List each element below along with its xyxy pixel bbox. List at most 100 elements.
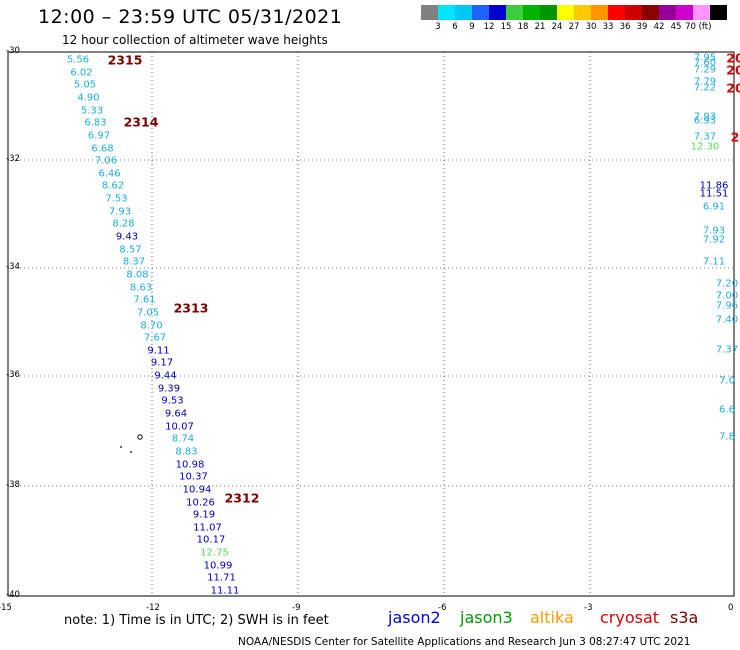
swh-label: 7.20: [715, 278, 739, 290]
colorbar-tick-label: 18: [517, 22, 529, 32]
colorbar-tick-label: 9: [469, 22, 475, 32]
swh-label: 11.07: [193, 522, 222, 534]
swh-label: 10.98: [175, 459, 205, 471]
swh-label: 9.43: [115, 231, 139, 243]
footer-credit: NOAA/NESDIS Center for Satellite Applica…: [238, 636, 691, 648]
swh-label: 5.05: [73, 79, 97, 91]
x-tick-label: -6: [438, 603, 447, 613]
swh-label: 7.96: [715, 300, 739, 312]
swh-label: 6.02: [70, 67, 93, 79]
swh-label: 11.11: [210, 585, 240, 597]
swh-label: 5.56: [66, 54, 90, 66]
colorbar-tick-label: 39: [636, 22, 648, 32]
swh-label: 7.8: [719, 431, 735, 443]
swh-label: 7.37: [693, 131, 717, 143]
colorbar-swatch: [625, 5, 642, 20]
map-subtitle: 12 hour collection of altimeter wave hei…: [62, 33, 328, 47]
colorbar-swatch: [489, 5, 506, 20]
swh-label: 7.93: [693, 111, 717, 123]
y-tick-label: -34: [6, 262, 20, 272]
colorbar-swatch: [523, 5, 540, 20]
swh-label: 6.97: [87, 130, 111, 142]
map-title: 12:00 – 23:59 UTC 05/31/2021: [38, 6, 343, 28]
swh-label: 9.17: [150, 357, 174, 369]
y-tick-label: -30: [6, 46, 20, 56]
y-tick-label: -38: [6, 480, 20, 490]
swh-label: 9.53: [161, 395, 184, 407]
swh-label: 8.74: [171, 433, 195, 445]
swh-label: 7.92: [702, 234, 726, 246]
colorbar-swatch: [438, 5, 455, 20]
colorbar-tick-label: 6: [452, 22, 458, 32]
legend-s3a: s3a: [670, 608, 699, 627]
x-tick-label: -12: [146, 603, 160, 613]
island-mark: [137, 434, 143, 440]
swh-label: 7.67: [143, 332, 167, 344]
swh-label: 6.6: [719, 404, 735, 416]
colorbar-tick-label: 70 (ft): [685, 22, 712, 32]
swh-label: 11.51: [699, 188, 729, 200]
swh-label: 7.37: [715, 344, 739, 356]
swh-label: 9.64: [164, 408, 188, 420]
swh-label: 8.63: [129, 282, 153, 294]
swh-label: 7.95: [693, 52, 717, 64]
swh-label: 7.00: [715, 290, 739, 302]
legend-cryosat: cryosat: [600, 608, 660, 627]
colorbar-tick-label: 27: [568, 22, 580, 32]
colorbar-tick-label: 33: [602, 22, 614, 32]
colorbar-tick-label: 30: [585, 22, 597, 32]
legend-altika: altika: [530, 608, 574, 627]
x-tick-label: -3: [584, 603, 593, 613]
swh-label: 7.61: [133, 294, 156, 306]
swh-label: 6.93: [693, 115, 717, 127]
colorbar-tick-labels: 3 6 9 12 15 18 21 24 27 30 33 36 39 42 45 70 (ft): [421, 22, 740, 34]
colorbar: [421, 5, 727, 20]
colorbar-tick-label: 42: [653, 22, 665, 32]
colorbar-swatch: [591, 5, 608, 20]
swh-label: 7.22: [693, 82, 717, 94]
swh-label: 5.33: [80, 105, 104, 117]
colorbar-swatch: [659, 5, 676, 20]
swh-label: 7.93: [108, 206, 132, 218]
y-tick-label: -36: [6, 370, 20, 380]
swh-label: 6.83: [84, 117, 107, 129]
colorbar-swatch: [642, 5, 659, 20]
swh-label: 8.37: [122, 256, 146, 268]
swh-label: 10.99: [203, 560, 233, 572]
track-id-label: 20: [726, 62, 740, 78]
colorbar-swatch: [421, 5, 438, 20]
x-tick-label: 0: [728, 603, 734, 613]
swh-label: 9.39: [157, 383, 181, 395]
swh-label: 10.17: [196, 534, 226, 546]
swh-label: 7.79: [693, 76, 717, 88]
swh-label: 7.29: [693, 64, 717, 76]
colorbar-swatch: [676, 5, 693, 20]
y-tick-label: -32: [6, 154, 20, 164]
island-mark: [120, 446, 122, 448]
swh-label: 7.60: [693, 57, 717, 69]
swh-label: 12.30: [690, 141, 720, 153]
swh-label: 9.19: [192, 509, 216, 521]
swh-label: 7.40: [715, 314, 739, 326]
legend-jason2: jason2: [388, 608, 441, 627]
swh-label: 10.94: [182, 484, 212, 496]
swh-label: 7.06: [94, 155, 118, 167]
swh-label: 8.70: [140, 320, 163, 331]
swh-label: 9.11: [147, 345, 170, 357]
colorbar-swatch: [455, 5, 472, 20]
swh-label: 4.90: [77, 92, 100, 104]
units-note: note: 1) Time is in UTC; 2) SWH is in fe…: [64, 613, 329, 628]
swh-label: 6.68: [91, 143, 114, 154]
track-id-label: 2: [730, 129, 740, 145]
swh-label: 6.46: [98, 168, 121, 180]
swh-label: 7.53: [105, 193, 128, 205]
colorbar-tick-label: 3: [435, 22, 441, 32]
swh-label: 10.26: [186, 497, 215, 508]
colorbar-swatch: [574, 5, 591, 20]
y-tick-label: -40: [6, 590, 20, 600]
colorbar-tick-label: 36: [619, 22, 631, 32]
swh-label: 7.93: [702, 225, 726, 237]
colorbar-swatch: [506, 5, 523, 20]
colorbar-swatch: [693, 5, 710, 20]
x-tick-label: -15: [0, 603, 12, 613]
